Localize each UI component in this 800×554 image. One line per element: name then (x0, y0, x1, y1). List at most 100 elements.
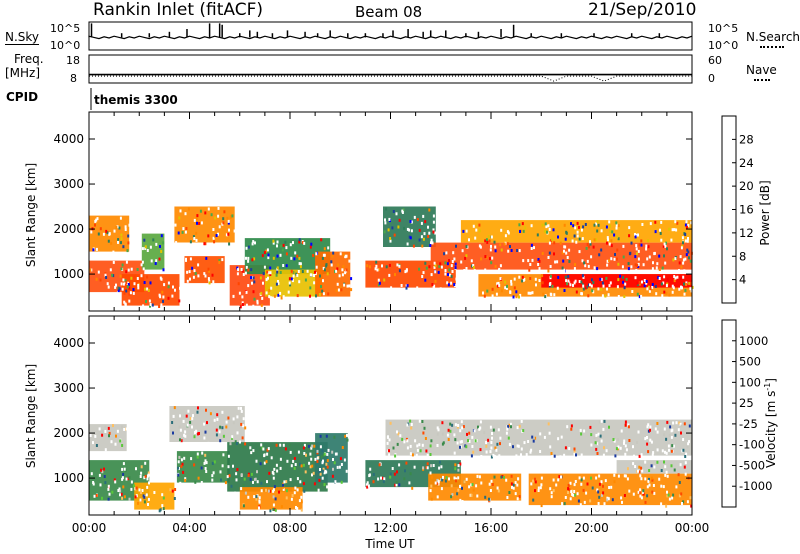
power-speckle-dot (617, 262, 620, 266)
power-speckle-dot (292, 274, 295, 278)
power-speckle-dot (683, 282, 685, 286)
power-speckle-dot (112, 250, 115, 254)
velocity-speckle-dot (523, 441, 526, 445)
power-speckle-dot (124, 302, 127, 306)
velocity-speckle-dot (388, 453, 391, 457)
velocity-speckle-dot (388, 449, 390, 453)
velocity-speckle-dot (672, 444, 675, 448)
power-speckle-dot (161, 290, 164, 294)
velocity-speckle-dot (641, 490, 644, 494)
power-speckle-dot (561, 251, 564, 255)
velocity-speckle-dot (489, 425, 492, 429)
velocity-speckle-dot (409, 452, 412, 456)
velocity-speckle-dot (107, 426, 110, 430)
velocity-speckle-dot (564, 496, 567, 499)
velocity-speckle-dot (461, 426, 464, 430)
velocity-speckle-dot (456, 492, 459, 496)
power-speckle-dot (152, 238, 155, 242)
velocity-speckle-dot (653, 491, 656, 495)
power-speckle-dot (544, 222, 547, 226)
velocity-speckle-dot (678, 421, 681, 425)
velocity-speckle-dot (242, 445, 245, 449)
velocity-speckle-dot (436, 426, 439, 430)
velocity-speckle-dot (147, 473, 150, 477)
velocity-speckle-dot (366, 481, 369, 485)
velocity-speckle-dot (646, 494, 649, 498)
velocity-speckle-dot (640, 477, 643, 481)
velocity-speckle-dot (294, 463, 297, 466)
power-speckle-dot (556, 286, 559, 290)
power-speckle-dot (132, 291, 135, 295)
velocity-speckle-dot (173, 497, 176, 500)
velocity-speckle-dot (340, 463, 343, 466)
power-speckle-dot (332, 251, 335, 255)
velocity-speckle-dot (646, 442, 649, 446)
velocity-speckle-dot (442, 475, 444, 479)
power-speckle-dot (385, 207, 388, 211)
power-speckle-dot (343, 283, 346, 287)
velocity-speckle-dot (255, 497, 258, 501)
power-speckle-dot (133, 282, 136, 286)
power-speckle-dot (336, 267, 339, 271)
velocity-echo-band (385, 419, 692, 456)
power-speckle-dot (684, 239, 687, 243)
velocity-speckle-dot (410, 423, 413, 426)
power-speckle-dot (471, 264, 473, 268)
power-speckle-dot (664, 261, 667, 265)
power-speckle-dot (465, 229, 468, 233)
power-speckle-dot (381, 264, 383, 268)
power-speckle-dot (378, 281, 381, 285)
power-speckle-dot (315, 294, 317, 298)
noise-left-top-tick: 10^5 (50, 22, 80, 35)
power-speckle-dot (272, 241, 275, 245)
power-speckle-dot (651, 267, 654, 271)
power-speckle-dot (282, 264, 285, 267)
power-speckle-dot (494, 249, 497, 253)
velocity-speckle-dot (303, 452, 306, 455)
power-speckle-dot (647, 239, 650, 243)
velocity-speckle-dot (621, 500, 623, 504)
power-speckle-dot (437, 270, 440, 274)
velocity-speckle-dot (682, 438, 685, 441)
velocity-speckle-dot (646, 425, 649, 429)
freq-bottom-tick: 8 (70, 72, 77, 85)
power-speckle-dot (609, 281, 612, 285)
velocity-speckle-dot (299, 480, 302, 484)
power-speckle-dot (680, 285, 682, 289)
velocity-speckle-dot (249, 477, 252, 481)
velocity-speckle-dot (388, 438, 391, 442)
power-speckle-dot (149, 303, 152, 306)
velocity-speckle-dot (346, 433, 348, 437)
power-speckle-dot (635, 247, 638, 251)
xtick-label: 08:00 (273, 521, 308, 535)
velocity-speckle-dot (461, 500, 464, 503)
velocity-speckle-dot (261, 446, 264, 450)
power-speckle-dot (296, 273, 299, 277)
velocity-speckle-dot (459, 429, 462, 433)
velocity-speckle-dot (184, 434, 187, 438)
velocity-speckle-dot (466, 432, 468, 436)
velocity-speckle-dot (665, 504, 668, 508)
velocity-speckle-dot (666, 474, 669, 478)
velocity-speckle-dot (252, 480, 254, 484)
velocity-speckle-dot (326, 485, 329, 489)
power-speckle-dot (150, 259, 153, 263)
velocity-speckle-dot (405, 461, 408, 465)
xtick-label: 04:00 (172, 521, 207, 535)
velocity-speckle-dot (303, 443, 306, 447)
power-speckle-dot (268, 295, 271, 299)
power-speckle-dot (374, 267, 377, 271)
power-speckle-dot (163, 283, 166, 287)
power-speckle-dot (188, 270, 191, 274)
power-speckle-dot (348, 284, 351, 288)
velocity-speckle-dot (470, 493, 473, 497)
velocity-speckle-dot (534, 489, 536, 493)
velocity-speckle-dot (634, 465, 637, 468)
velocity-speckle-dot (644, 460, 647, 464)
velocity-speckle-dot (236, 431, 239, 435)
velocity-speckle-dot (288, 443, 291, 447)
power-speckle-dot (438, 264, 441, 268)
velocity-speckle-dot (582, 476, 585, 480)
velocity-speckle-dot (258, 496, 261, 500)
velocity-speckle-dot (476, 474, 479, 478)
